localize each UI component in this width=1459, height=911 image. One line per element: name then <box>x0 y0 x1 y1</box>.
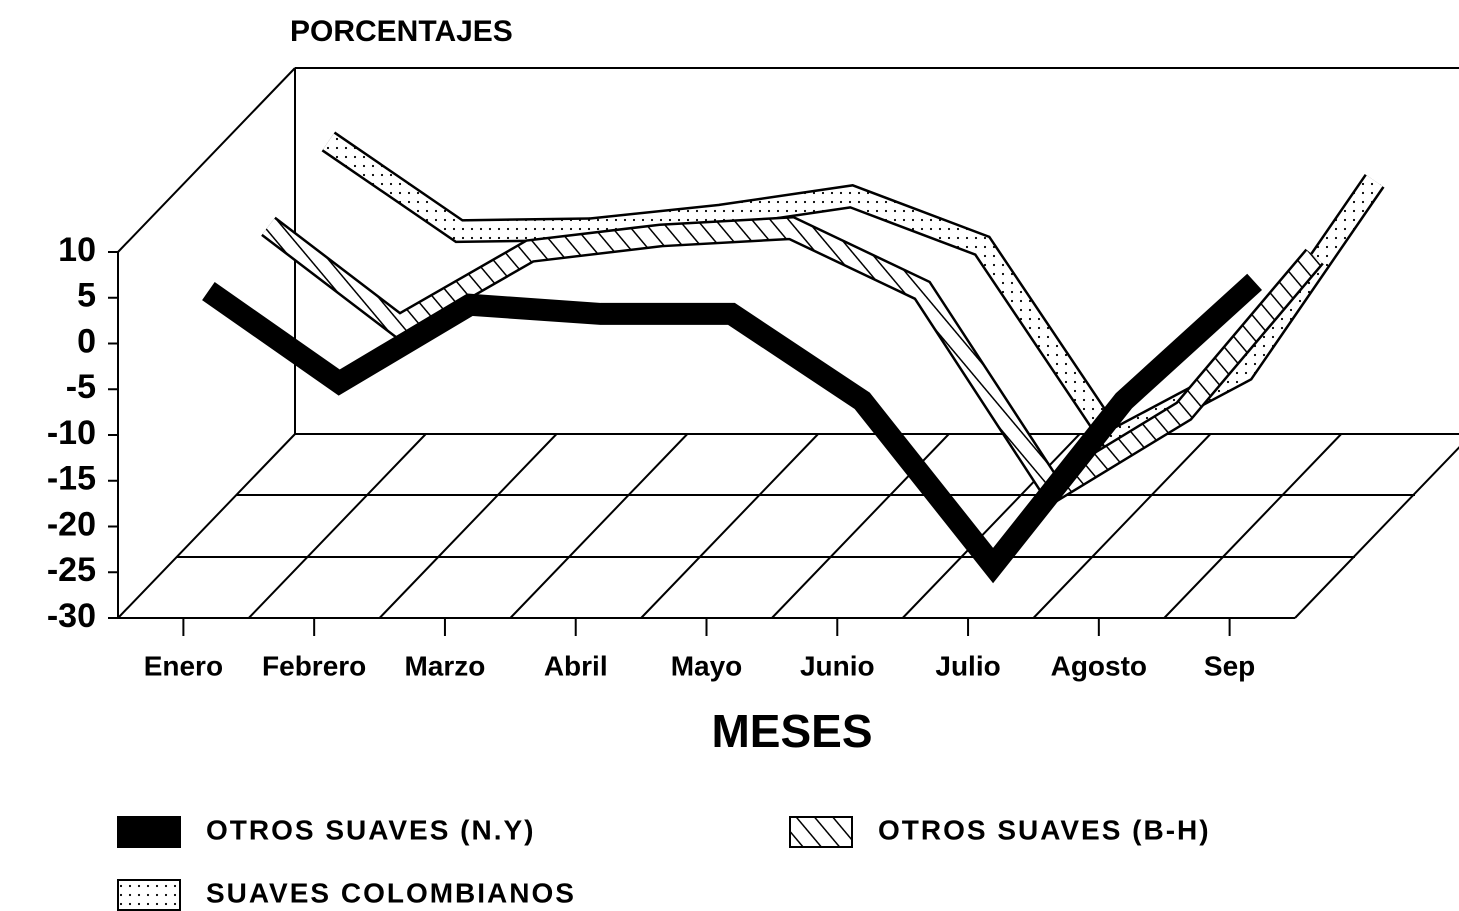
y-tick-label: -25 <box>47 551 96 589</box>
y-tick-label: -20 <box>47 505 96 543</box>
legend-swatch <box>789 816 853 848</box>
floor-line <box>1163 433 1342 619</box>
floor-line <box>248 433 427 619</box>
floor-line <box>640 433 819 619</box>
x-axis-title: MESES <box>711 705 872 757</box>
y-tick-label: -5 <box>66 368 96 406</box>
x-tick-label: Enero <box>144 650 223 681</box>
legend-label: SUAVES COLOMBIANOS <box>206 877 576 908</box>
floor-line <box>509 433 689 619</box>
x-tick-label: Sep <box>1204 650 1255 681</box>
x-tick-label: Junio <box>800 650 875 681</box>
legend-label: OTROS SUAVES (N.Y) <box>206 814 536 845</box>
floor-line <box>117 433 296 619</box>
series-line <box>202 273 1263 584</box>
y-tick-label: 5 <box>77 277 96 315</box>
floor-line <box>901 433 1081 619</box>
x-tick-label: Mayo <box>671 650 743 681</box>
x-tick-label: Abril <box>544 650 608 681</box>
y-tick-label: 10 <box>58 231 96 269</box>
y-tick-label: -10 <box>47 414 96 452</box>
legend-label: OTROS SUAVES (B-H) <box>878 814 1211 845</box>
chart-title: PORCENTAJES <box>290 15 513 48</box>
legend-swatch <box>117 816 181 848</box>
floor-line <box>1294 446 1459 619</box>
y-tick-label: 0 <box>77 322 96 360</box>
floor-line <box>378 433 558 619</box>
y-tick-label: -30 <box>47 597 96 635</box>
x-tick-label: Febrero <box>262 650 366 681</box>
x-tick-label: Julio <box>935 650 1000 681</box>
legend-swatch <box>117 879 181 911</box>
y-tick-label: -15 <box>47 460 96 498</box>
floor-line <box>1032 433 1212 619</box>
series-line <box>262 218 1322 504</box>
x-tick-label: Marzo <box>404 650 485 681</box>
x-tick-label: Agosto <box>1051 650 1147 681</box>
